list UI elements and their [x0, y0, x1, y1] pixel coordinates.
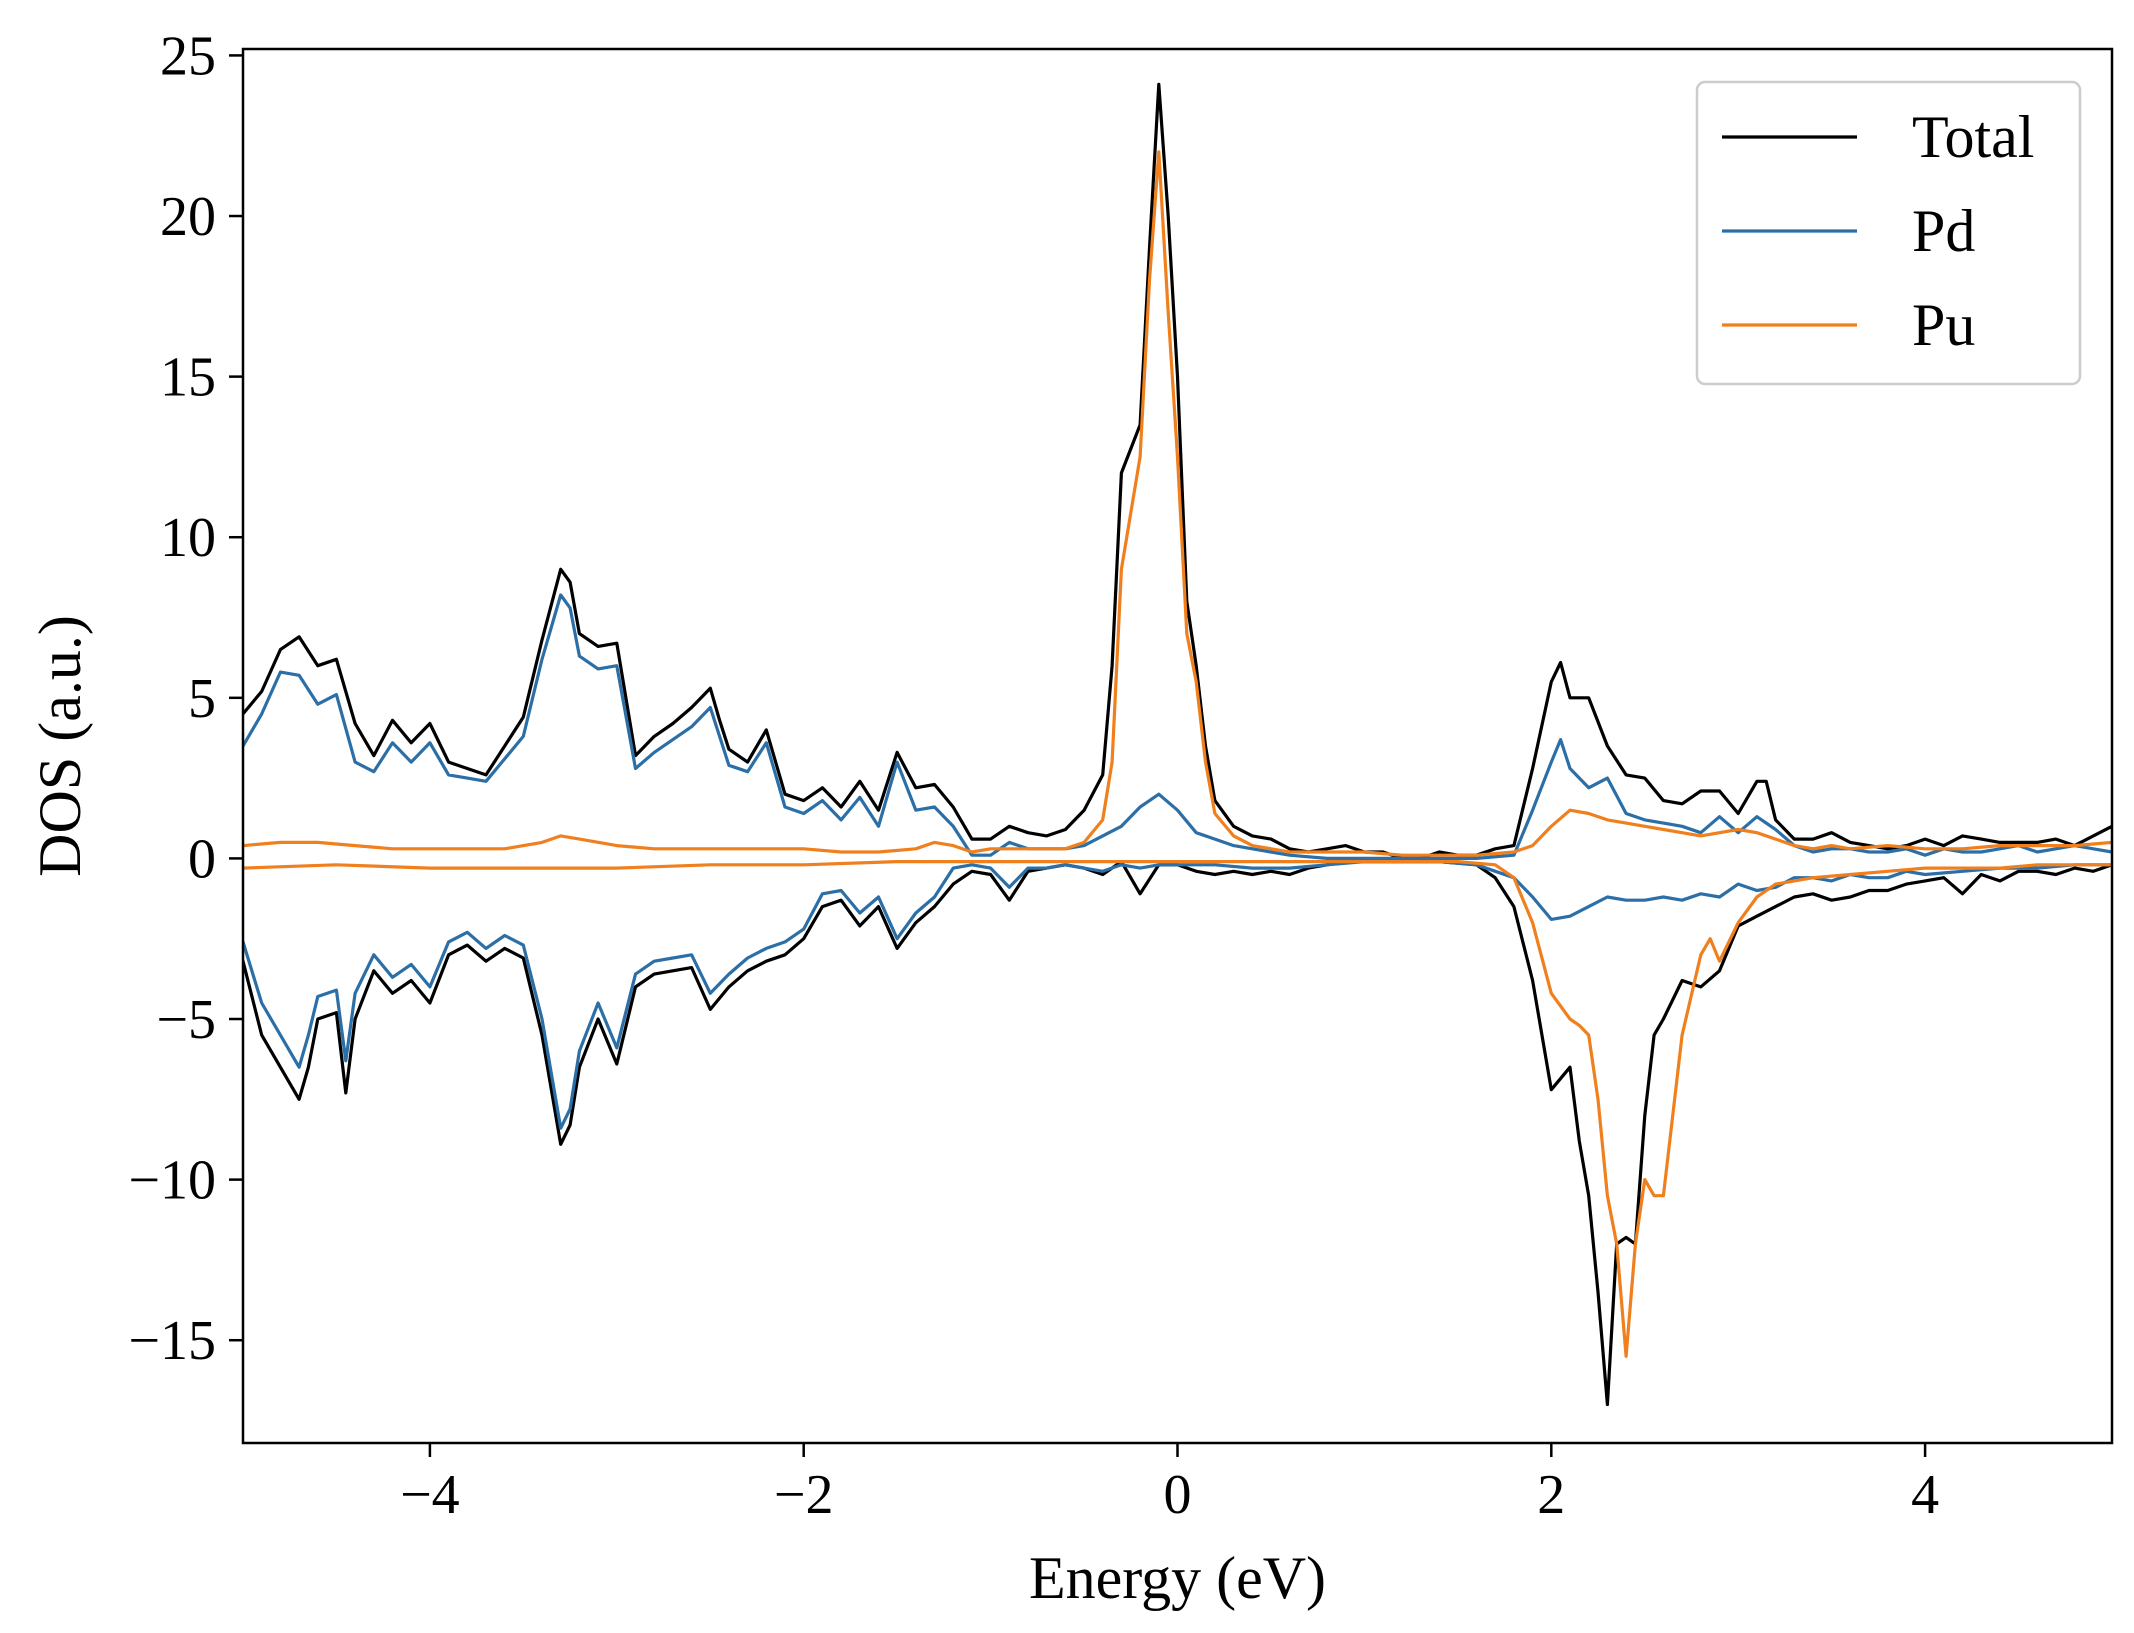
legend-items: Total Pd Pu [1722, 104, 2034, 358]
series-line-pu-spin-up [243, 150, 2112, 857]
series-line-pd-spin-up [243, 593, 2112, 860]
legend-box [1695, 80, 2082, 386]
y-tick-label: 5 [188, 668, 216, 730]
y-tick-label: 0 [188, 828, 216, 890]
y-tick-label: −10 [128, 1150, 216, 1212]
y-tick-label: 10 [160, 507, 216, 569]
y-tick-label: −15 [128, 1310, 216, 1372]
series-line-total-spin-up [243, 82, 2112, 860]
y-tick-label: −5 [156, 989, 216, 1051]
legend: Total Pd Pu [1695, 80, 2082, 386]
series-line-pd-spin-down [243, 860, 2112, 1130]
legend-label-pu: Pu [1912, 292, 1975, 358]
x-axis-label: Energy (eV) [1029, 1545, 1326, 1611]
series-layer [243, 82, 2112, 1407]
y-tick-label: 15 [160, 347, 216, 409]
x-tick-label: 2 [1537, 1464, 1565, 1526]
x-axis: −4 −2 0 2 4 [400, 1443, 1939, 1526]
y-axis-label: DOS (a.u.) [27, 615, 93, 877]
y-tick-label: 20 [160, 186, 216, 248]
legend-label-total: Total [1912, 104, 2034, 170]
x-tick-label: 4 [1911, 1464, 1939, 1526]
y-tick-label: 25 [160, 25, 216, 87]
series-line-pu-spin-down [243, 860, 2112, 1358]
x-tick-label: −4 [400, 1464, 460, 1526]
y-axis: −15 −10 −5 0 5 10 15 20 25 [128, 25, 243, 1372]
legend-label-pd: Pd [1912, 198, 1975, 264]
x-tick-label: 0 [1164, 1464, 1192, 1526]
x-tick-label: −2 [774, 1464, 834, 1526]
